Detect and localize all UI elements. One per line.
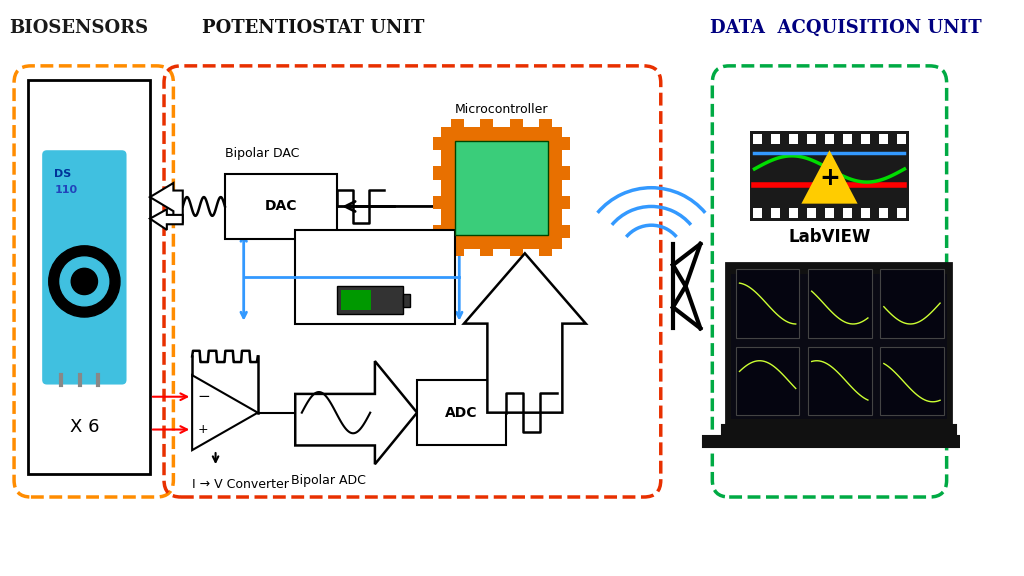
Circle shape bbox=[72, 268, 97, 294]
Bar bbox=[808, 347, 871, 415]
Polygon shape bbox=[150, 183, 182, 222]
Bar bbox=[295, 230, 455, 324]
Text: X 6: X 6 bbox=[70, 418, 99, 435]
Text: LabVIEW: LabVIEW bbox=[788, 228, 870, 246]
Bar bbox=[403, 294, 410, 307]
Bar bbox=[807, 209, 816, 218]
Text: Battery bank
5v 14000mAh: Battery bank 5v 14000mAh bbox=[334, 239, 416, 267]
Bar bbox=[702, 436, 975, 448]
Bar bbox=[539, 119, 552, 127]
Text: I → V Converter: I → V Converter bbox=[193, 478, 289, 491]
Polygon shape bbox=[193, 375, 258, 450]
Bar bbox=[338, 286, 403, 314]
Text: POTENTIOSTAT UNIT: POTENTIOSTAT UNIT bbox=[202, 19, 424, 37]
Bar bbox=[788, 209, 798, 218]
Bar bbox=[879, 209, 888, 218]
Text: −: − bbox=[197, 389, 210, 404]
Bar bbox=[480, 249, 494, 256]
Bar bbox=[451, 249, 464, 256]
Bar bbox=[771, 134, 780, 143]
Bar bbox=[880, 269, 944, 338]
Text: Bipolar DAC: Bipolar DAC bbox=[225, 147, 299, 160]
Circle shape bbox=[49, 246, 120, 317]
Bar bbox=[824, 134, 835, 143]
Bar bbox=[897, 134, 906, 143]
Text: DAC: DAC bbox=[265, 199, 297, 214]
Text: ADC: ADC bbox=[445, 406, 478, 420]
FancyBboxPatch shape bbox=[42, 150, 127, 385]
Bar bbox=[455, 141, 548, 234]
Bar bbox=[562, 166, 569, 180]
Circle shape bbox=[60, 257, 109, 306]
Bar bbox=[562, 196, 569, 209]
Bar bbox=[28, 80, 150, 473]
Text: BIOSENSORS: BIOSENSORS bbox=[9, 19, 148, 37]
Bar bbox=[562, 137, 569, 150]
Bar bbox=[417, 380, 506, 445]
Bar bbox=[843, 134, 852, 143]
Bar bbox=[731, 274, 946, 419]
Bar bbox=[433, 166, 440, 180]
Bar bbox=[562, 225, 569, 238]
Text: 110: 110 bbox=[54, 185, 78, 195]
Bar bbox=[808, 269, 871, 338]
Bar bbox=[510, 119, 522, 127]
Bar bbox=[451, 119, 464, 127]
Bar bbox=[807, 134, 816, 143]
Bar bbox=[225, 173, 338, 239]
Bar bbox=[880, 347, 944, 415]
Bar bbox=[736, 269, 800, 338]
Text: DATA  ACQUISITION UNIT: DATA ACQUISITION UNIT bbox=[711, 19, 982, 37]
Text: Bipolar ADC: Bipolar ADC bbox=[291, 473, 366, 487]
Bar bbox=[736, 347, 800, 415]
Bar bbox=[861, 134, 870, 143]
Bar bbox=[510, 249, 522, 256]
Polygon shape bbox=[150, 209, 182, 230]
Bar bbox=[788, 134, 798, 143]
Polygon shape bbox=[802, 150, 857, 204]
Text: +: + bbox=[198, 423, 209, 436]
Text: Microcontroller: Microcontroller bbox=[455, 103, 548, 116]
Bar bbox=[433, 225, 440, 238]
Bar bbox=[750, 131, 909, 221]
Bar bbox=[897, 209, 906, 218]
Bar bbox=[722, 425, 956, 436]
Text: +: + bbox=[819, 166, 840, 190]
Bar bbox=[843, 209, 852, 218]
Bar bbox=[861, 209, 870, 218]
Text: DS: DS bbox=[54, 169, 72, 179]
Polygon shape bbox=[464, 253, 586, 412]
Bar bbox=[480, 119, 494, 127]
Bar bbox=[879, 134, 888, 143]
Bar bbox=[539, 249, 552, 256]
Bar bbox=[433, 196, 440, 209]
Bar bbox=[771, 209, 780, 218]
Bar bbox=[824, 209, 835, 218]
Bar bbox=[753, 134, 762, 143]
Bar bbox=[753, 209, 762, 218]
Bar bbox=[726, 263, 951, 427]
Bar bbox=[433, 137, 440, 150]
Bar bbox=[440, 127, 562, 249]
Polygon shape bbox=[295, 361, 417, 464]
Bar bbox=[341, 290, 371, 310]
